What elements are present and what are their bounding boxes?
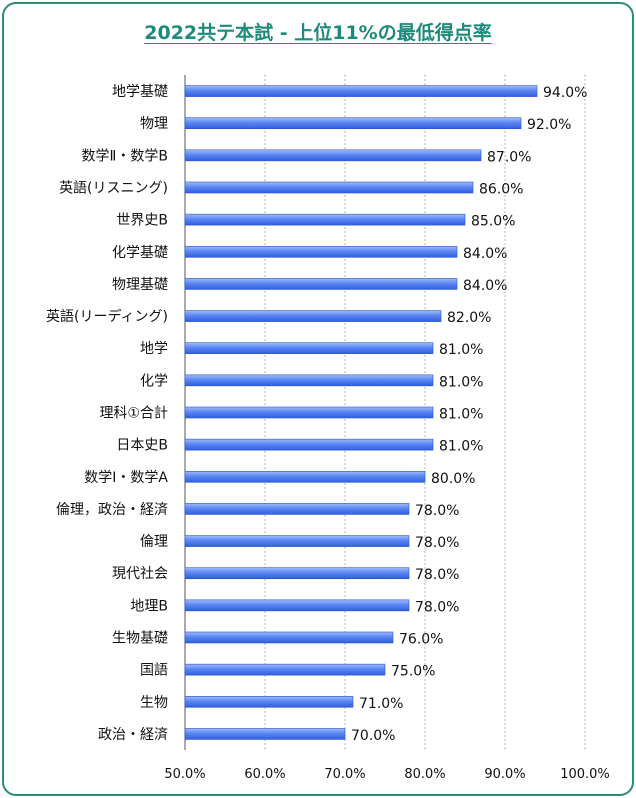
category-label: 日本史B xyxy=(116,438,168,454)
x-tick-label: 60.0% xyxy=(244,767,285,782)
bar xyxy=(184,728,346,740)
category-label: 理科①合計 xyxy=(99,406,168,422)
data-label: 87.0% xyxy=(487,149,531,165)
value-labels: 94.0% 92.0% 87.0% 86.0% 85.0% 84.0% 84.0% 82.0%… xyxy=(351,85,587,744)
data-label: 85.0% xyxy=(471,214,515,230)
bar xyxy=(184,631,394,644)
category-label: 物理 xyxy=(140,116,168,132)
category-label: 国語 xyxy=(140,663,168,679)
category-label: 地学基礎 xyxy=(112,83,168,100)
category-label: 数学Ⅰ・数学A xyxy=(84,470,168,486)
data-label: 81.0% xyxy=(439,407,483,423)
data-label: 78.0% xyxy=(415,535,459,551)
bar xyxy=(184,310,442,322)
data-label: 92.0% xyxy=(527,117,571,133)
data-label: 81.0% xyxy=(439,342,483,358)
x-tick-label: 100.0% xyxy=(560,767,610,782)
category-label: 倫理，政治・経済 xyxy=(56,502,168,518)
data-label: 86.0% xyxy=(479,182,523,198)
category-label: 倫理 xyxy=(140,534,168,550)
data-label: 75.0% xyxy=(391,664,435,680)
bar xyxy=(184,695,354,708)
x-axis-ticks: 50.0% 60.0% 70.0% 80.0% 90.0% 100.0% xyxy=(164,767,609,782)
data-label: 84.0% xyxy=(463,246,507,262)
bar xyxy=(184,117,522,130)
x-tick-label: 70.0% xyxy=(324,767,365,782)
bar xyxy=(184,535,410,547)
category-label: 政治・経済 xyxy=(98,727,168,743)
category-label: 物理基礎 xyxy=(112,276,168,293)
bar xyxy=(184,567,410,580)
category-label: 数学Ⅱ・数学B xyxy=(82,148,169,164)
data-label: 81.0% xyxy=(439,374,483,390)
bar xyxy=(184,181,474,194)
bar xyxy=(184,374,434,387)
x-tick-label: 50.0% xyxy=(164,767,205,782)
category-label: 化学 xyxy=(140,373,168,389)
data-label: 76.0% xyxy=(399,632,443,648)
category-label: 生物 xyxy=(140,695,168,711)
chart-title: 2022共テ本試 - 上位11%の最低得点率 xyxy=(144,22,492,44)
bars xyxy=(184,85,538,740)
bar xyxy=(184,663,386,676)
data-label: 78.0% xyxy=(415,567,459,583)
x-tick-label: 80.0% xyxy=(404,767,445,782)
category-label: 英語(リスニング) xyxy=(59,180,168,197)
bar xyxy=(184,599,410,612)
bar xyxy=(184,278,458,290)
data-label: 84.0% xyxy=(463,278,507,294)
category-label: 地学 xyxy=(140,341,168,357)
data-label: 78.0% xyxy=(415,599,459,615)
category-label: 地理B xyxy=(130,598,168,614)
bar xyxy=(184,470,426,483)
category-label: 生物基礎 xyxy=(112,630,168,647)
bar xyxy=(184,438,434,451)
data-label: 81.0% xyxy=(439,439,483,455)
data-label: 80.0% xyxy=(431,471,475,487)
bar xyxy=(184,342,434,355)
data-label: 94.0% xyxy=(543,85,587,101)
bar xyxy=(184,406,434,419)
category-label: 現代社会 xyxy=(112,566,168,582)
category-label: 世界史B xyxy=(116,213,168,229)
bar xyxy=(184,85,538,97)
bar xyxy=(184,213,466,226)
data-label: 82.0% xyxy=(447,310,491,326)
x-tick-label: 90.0% xyxy=(484,767,525,782)
category-label: 化学基礎 xyxy=(112,244,168,261)
bar xyxy=(184,503,410,515)
category-label: 英語(リーディング) xyxy=(46,308,168,325)
data-label: 78.0% xyxy=(415,503,459,519)
bar xyxy=(184,149,482,162)
data-label: 70.0% xyxy=(351,728,395,744)
data-label: 71.0% xyxy=(359,696,403,712)
bar xyxy=(184,245,458,258)
